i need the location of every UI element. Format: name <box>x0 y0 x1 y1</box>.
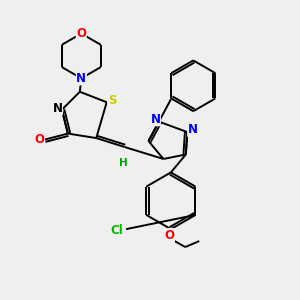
Text: N: N <box>52 102 62 115</box>
Text: H: H <box>119 158 128 168</box>
Text: O: O <box>34 133 44 146</box>
Text: Cl: Cl <box>111 224 124 237</box>
Text: O: O <box>76 27 86 40</box>
Text: N: N <box>150 113 161 126</box>
Text: N: N <box>76 72 86 85</box>
Text: S: S <box>108 94 116 107</box>
Text: O: O <box>164 229 174 242</box>
Text: N: N <box>188 123 198 136</box>
